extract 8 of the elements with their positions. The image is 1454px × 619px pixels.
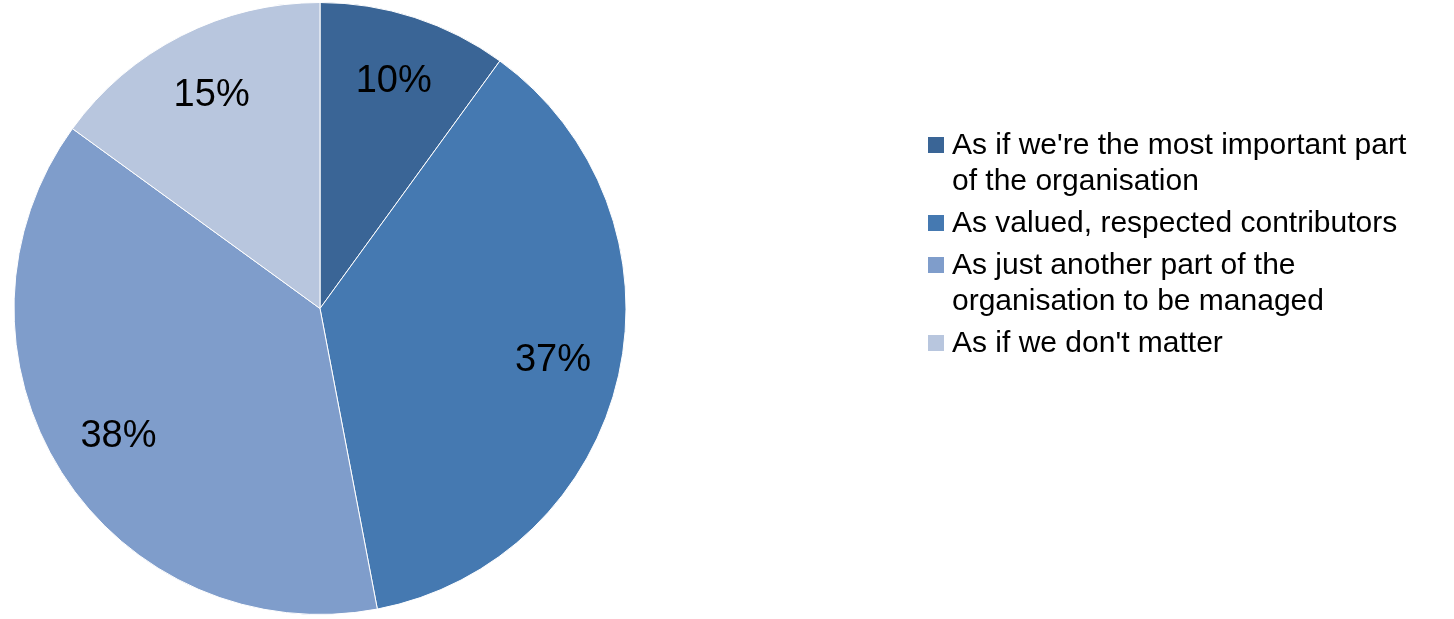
legend-label: As valued, respected contributors: [952, 204, 1398, 240]
legend-label: As just another part of the organisation to be managed: [952, 246, 1325, 318]
data-label: 15%: [173, 72, 250, 115]
data-label: 38%: [80, 412, 157, 455]
legend-label: As if we're the most important part of the organisation: [952, 126, 1408, 198]
legend-label: As if we don't matter: [952, 324, 1223, 360]
data-label: 37%: [514, 337, 591, 380]
data-label: 10%: [355, 57, 432, 100]
